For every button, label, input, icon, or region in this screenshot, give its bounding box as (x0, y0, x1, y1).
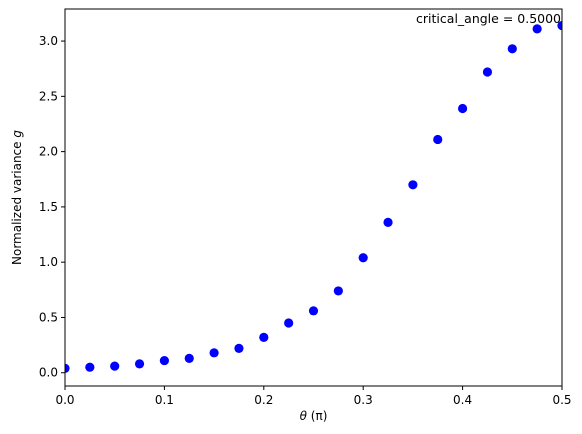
y-tick-label: 2.5 (39, 89, 58, 103)
data-point (358, 253, 368, 263)
x-axis-label-symbol: θ (300, 409, 308, 423)
y-tick-label: 1.5 (39, 200, 58, 214)
x-axis-label: θ (π) (300, 409, 328, 423)
data-points (65, 20, 562, 373)
data-point (159, 355, 169, 366)
data-point (507, 44, 517, 54)
data-point (110, 361, 120, 371)
x-tick-label: 0.1 (155, 393, 174, 407)
data-point (259, 332, 269, 342)
x-axis-ticks: 0.0 0.1 0.2 0.3 0.4 0.5 (55, 386, 572, 407)
x-axis-label-unit: (π) (311, 409, 328, 423)
x-tick-label: 0.2 (254, 393, 273, 407)
data-point (482, 67, 493, 77)
y-axis-ticks: 0.0 0.5 1.0 1.5 2.0 2.5 3.0 (39, 34, 65, 380)
x-tick-label: 0.3 (354, 393, 373, 407)
x-tick-label: 0.0 (55, 393, 74, 407)
y-axis-label-symbol: g (10, 130, 24, 138)
y-tick-label: 0.0 (39, 366, 58, 380)
data-point (383, 217, 393, 227)
data-point (408, 180, 418, 190)
data-point (209, 348, 219, 358)
x-tick-label: 0.4 (453, 393, 472, 407)
data-point (308, 306, 319, 316)
y-tick-label: 0.5 (39, 310, 58, 324)
data-point (333, 286, 343, 296)
data-point (85, 362, 95, 372)
y-tick-label: 2.0 (39, 145, 58, 159)
data-point (184, 353, 194, 363)
plot-frame (64, 8, 563, 387)
data-point (433, 134, 443, 145)
critical-angle-annotation: critical_angle = 0.5000 (416, 11, 561, 26)
data-point (532, 24, 542, 34)
data-point (284, 318, 294, 328)
y-axis-label-text: Normalized variance (10, 138, 24, 265)
data-point (458, 103, 468, 114)
y-tick-label: 1.0 (39, 255, 58, 269)
plot-background (65, 9, 562, 386)
y-axis-label: Normalized variance g (10, 130, 24, 265)
y-tick-label: 3.0 (39, 34, 58, 48)
x-tick-label: 0.5 (552, 393, 571, 407)
data-point (234, 343, 244, 354)
data-point (65, 363, 70, 373)
data-point (557, 20, 562, 31)
data-point (134, 359, 145, 369)
